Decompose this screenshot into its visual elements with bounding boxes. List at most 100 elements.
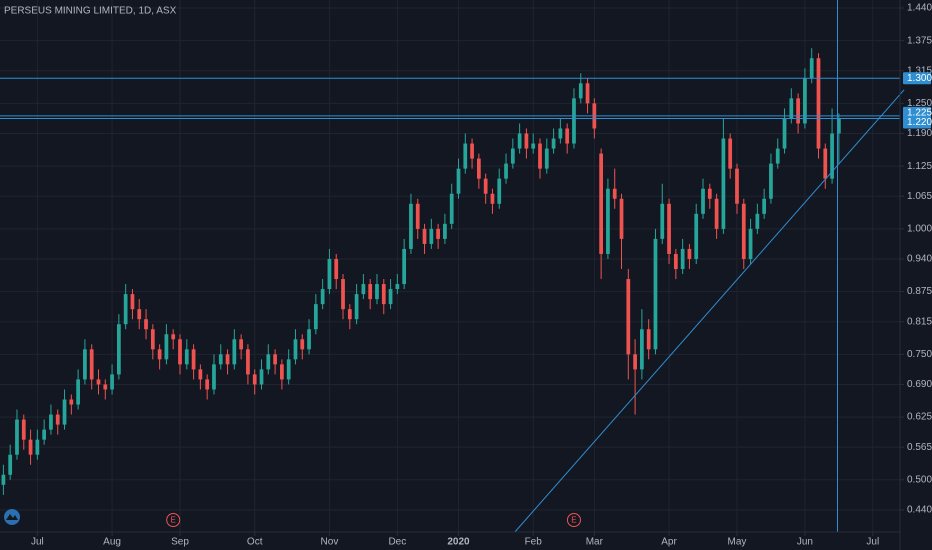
candle-body	[524, 133, 529, 149]
candle-body	[402, 248, 407, 285]
candle-body	[361, 284, 366, 295]
price-box	[903, 116, 931, 129]
y-tick-label: 0.690	[907, 379, 932, 390]
candle-body	[178, 339, 182, 365]
candle-body	[35, 439, 40, 455]
candle-body	[599, 153, 603, 254]
candle-body	[171, 334, 176, 340]
y-tick-label: 1.440	[907, 3, 932, 14]
candle-body	[96, 379, 101, 385]
candle-body	[633, 354, 637, 370]
candle-body	[198, 369, 203, 380]
candle-body	[89, 349, 94, 380]
candle-body	[809, 58, 814, 79]
candle-body	[429, 228, 434, 244]
event-label: E	[571, 516, 576, 525]
grid	[0, 0, 900, 532]
x-tick-label: Mar	[586, 537, 604, 548]
y-tick-label: 0.500	[907, 474, 932, 485]
candle-body	[837, 118, 841, 134]
candle-body	[510, 148, 515, 164]
candle-body	[225, 354, 230, 365]
candle-body	[164, 334, 169, 360]
logo-mark	[6, 514, 18, 520]
x-tick-label: Jul	[866, 537, 879, 548]
candle-body	[327, 258, 332, 290]
candle-body	[626, 279, 631, 355]
candle-body	[667, 203, 671, 254]
candle-body	[741, 203, 746, 259]
chart-title: PERSEUS MINING LIMITED, 1D, ASX	[4, 6, 177, 17]
candle-body	[449, 193, 454, 224]
candle-body	[381, 284, 386, 305]
price-box	[903, 106, 931, 119]
candle-body	[517, 133, 522, 149]
candle-body	[640, 329, 644, 370]
candle-body	[619, 198, 624, 239]
x-tick-label: May	[728, 537, 747, 548]
candle-body	[150, 329, 155, 350]
x-tick-label: Nov	[321, 537, 339, 548]
candle-body	[789, 98, 794, 119]
candle-body	[409, 203, 413, 249]
candle-body	[572, 98, 576, 144]
candle-body	[191, 349, 196, 370]
y-tick-label: 0.750	[907, 349, 932, 360]
candle-body	[205, 379, 210, 390]
y-tick-label: 0.625	[907, 412, 932, 423]
candle-body	[660, 203, 665, 239]
y-tick-label: 0.875	[907, 286, 932, 297]
candle-body	[8, 454, 13, 475]
candle-body	[218, 354, 223, 365]
candle-body	[823, 148, 828, 179]
candle-body	[436, 228, 440, 239]
candle-body	[212, 364, 216, 390]
y-tick-label: 1.125	[907, 161, 932, 172]
candle-body	[470, 143, 474, 159]
x-tick-label: Aug	[103, 537, 121, 548]
candle-body	[463, 143, 468, 169]
candle-body	[796, 98, 800, 124]
candle-body	[415, 203, 420, 229]
candle-body	[341, 279, 345, 310]
candle-body	[266, 354, 271, 370]
candle-body	[42, 429, 47, 440]
candle-body	[49, 414, 53, 430]
candle-body	[748, 228, 753, 259]
y-tick-label: 1.375	[907, 35, 932, 46]
candle-body	[354, 294, 359, 320]
candle-body	[252, 374, 257, 385]
candle-body	[585, 83, 590, 104]
x-tick-label: Jun	[797, 537, 813, 548]
candle-body	[755, 213, 760, 229]
candle-body	[707, 188, 712, 199]
candle-body	[300, 339, 305, 350]
x-tick-label: Oct	[247, 537, 263, 548]
candle-body	[395, 284, 400, 290]
candle-body	[320, 289, 325, 305]
candle-body	[606, 188, 610, 254]
candle-body	[117, 324, 121, 375]
candle-body	[558, 128, 563, 139]
y-tick-label: 0.815	[907, 316, 932, 327]
candle-body	[612, 188, 617, 199]
candle-body	[239, 339, 243, 350]
candle-body	[1, 474, 6, 485]
candle-body	[646, 329, 651, 350]
event-label: E	[171, 516, 176, 525]
logo[interactable]	[4, 509, 20, 525]
candle-body	[504, 163, 508, 179]
x-tick-label: Sep	[171, 537, 189, 548]
candle-body	[735, 168, 739, 204]
y-tick-label: 1.250	[907, 98, 932, 109]
candle-body	[673, 253, 678, 270]
price-box-label: 1.300	[907, 73, 932, 84]
candle-body	[538, 143, 542, 169]
y-tick-label: 1.065	[907, 191, 932, 202]
candle-body	[769, 163, 773, 199]
price-box-label: 1.220	[907, 117, 932, 128]
candle-body	[232, 339, 237, 365]
